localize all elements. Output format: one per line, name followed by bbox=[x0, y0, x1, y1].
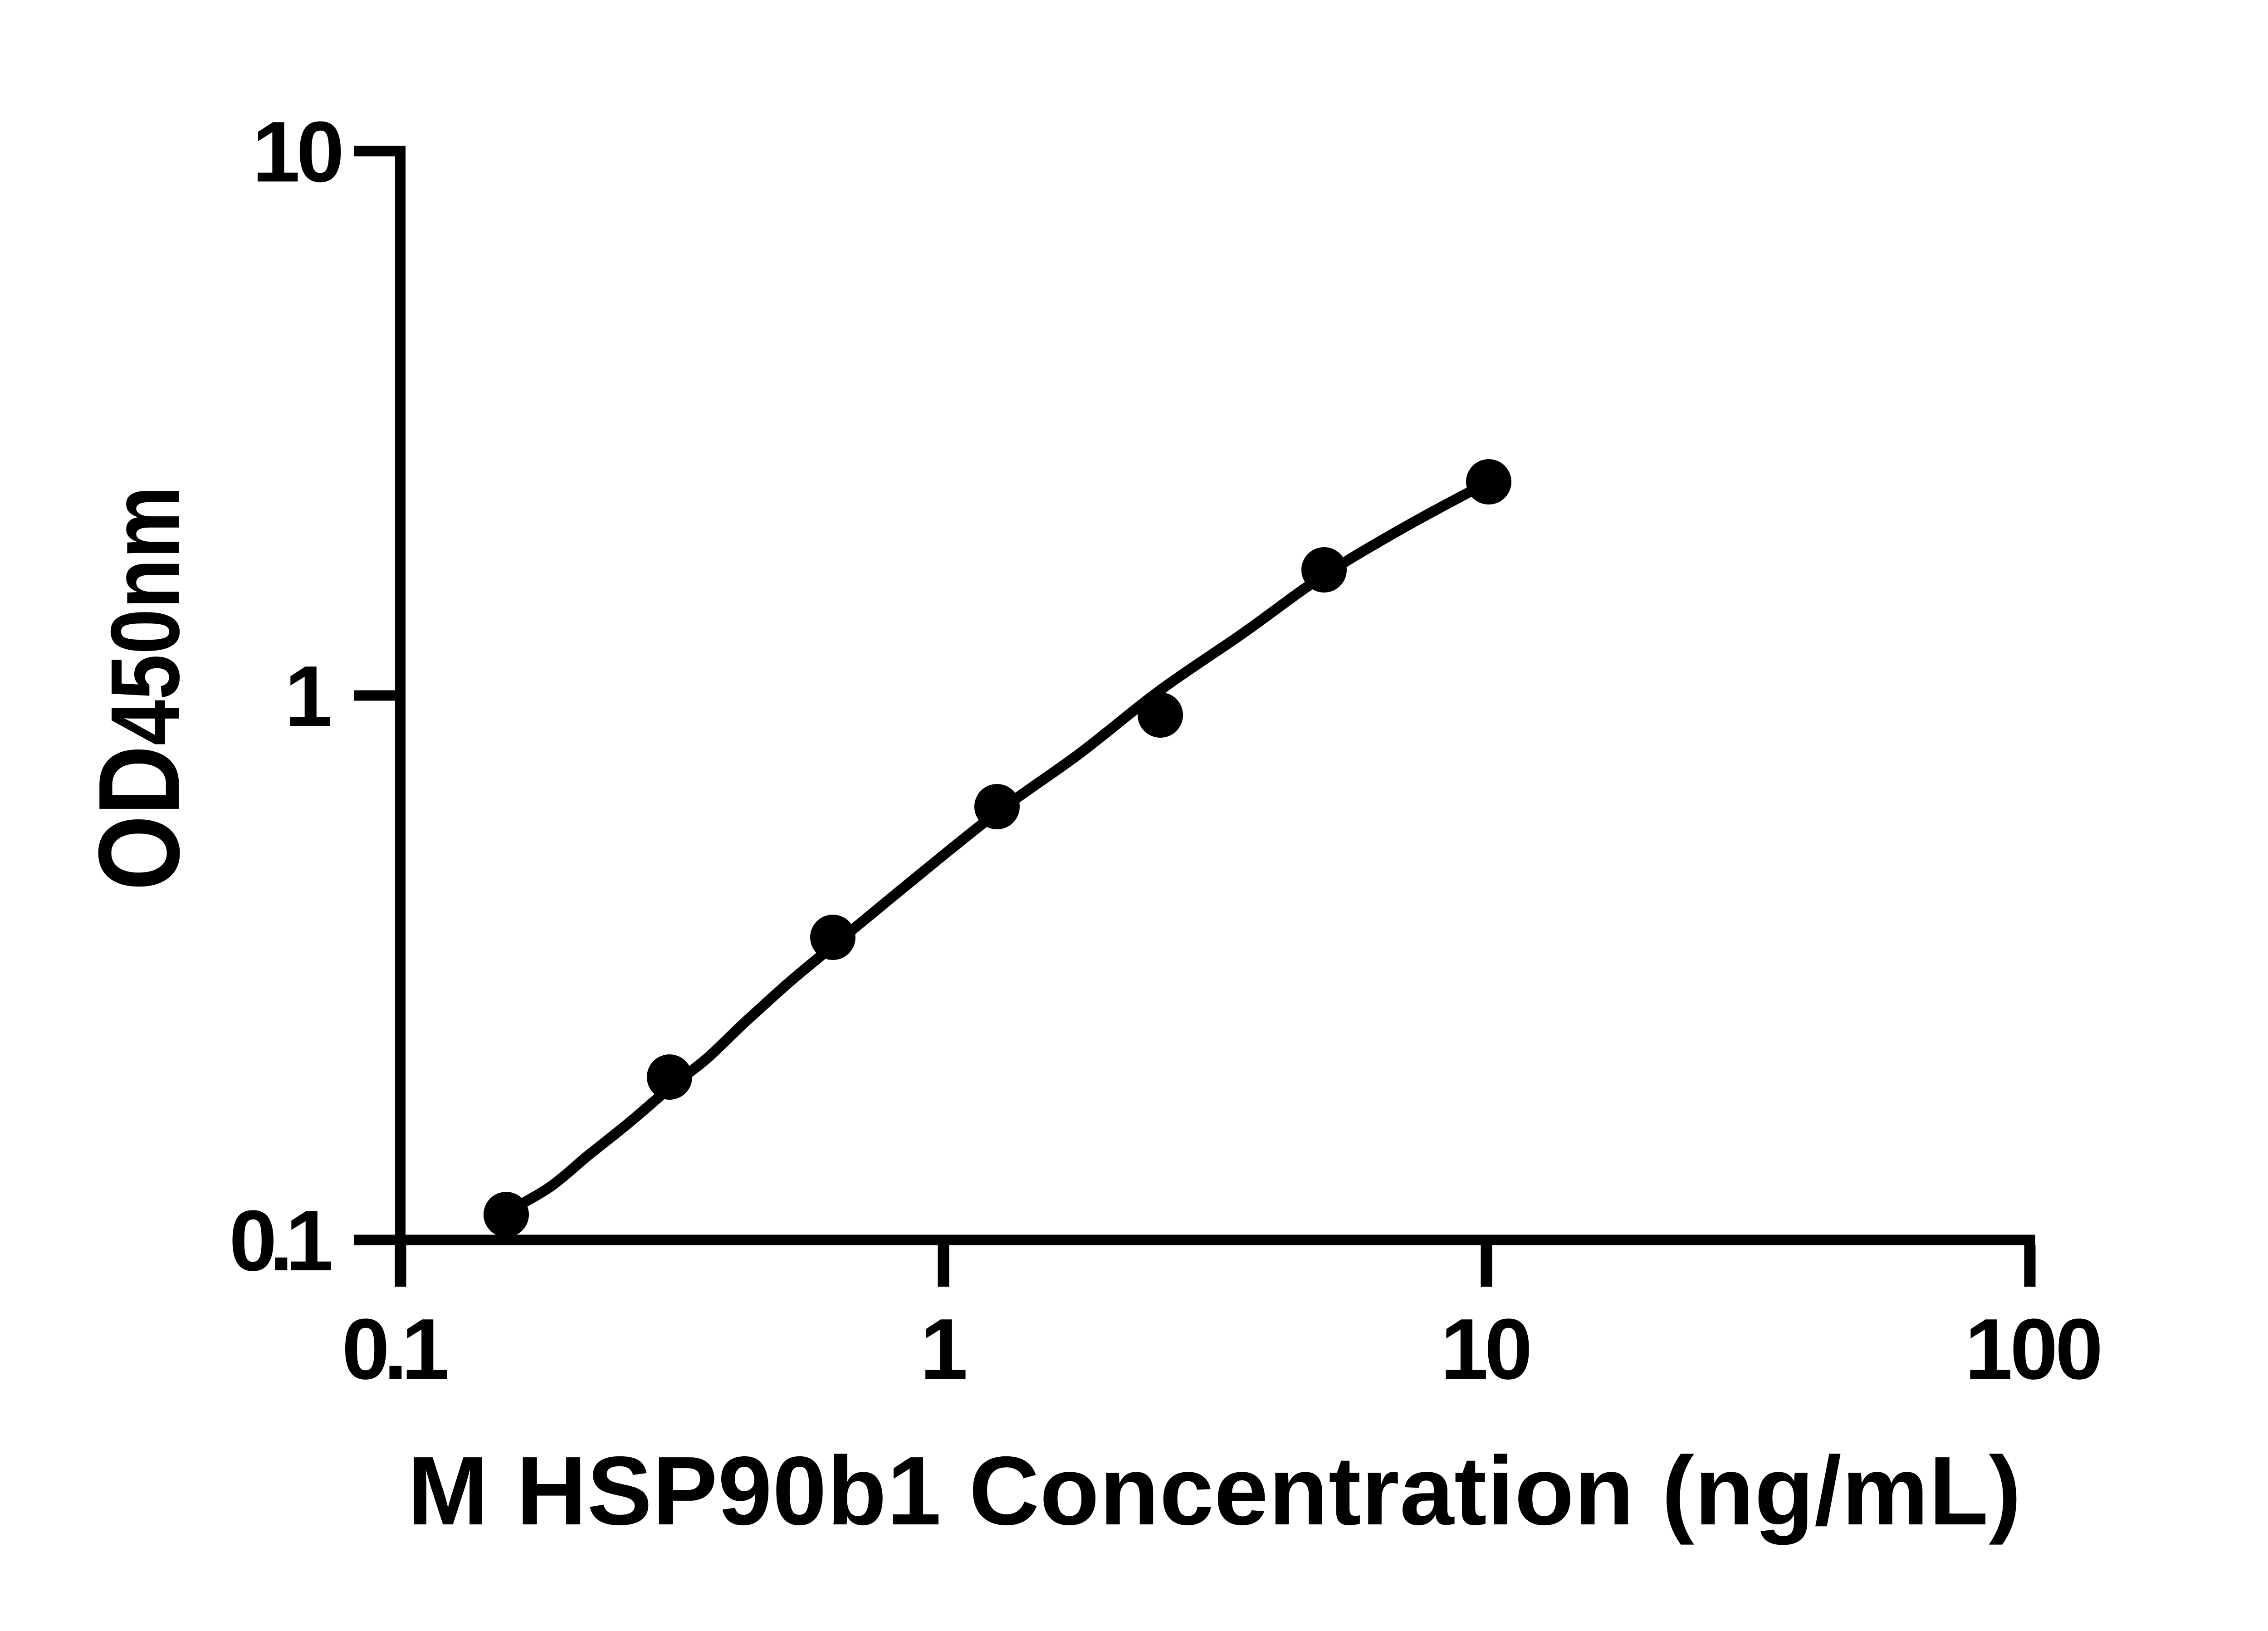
svg-text:1: 1 bbox=[920, 1301, 968, 1397]
svg-text:0.1: 0.1 bbox=[342, 1301, 450, 1397]
svg-text:10: 10 bbox=[252, 104, 344, 200]
svg-text:100: 100 bbox=[1965, 1301, 2103, 1397]
svg-text:M HSP90b1 Concentration (ng/mL: M HSP90b1 Concentration (ng/mL) bbox=[407, 1436, 2021, 1545]
svg-text:0.1: 0.1 bbox=[229, 1193, 333, 1289]
svg-text:1: 1 bbox=[284, 648, 332, 744]
svg-text:10: 10 bbox=[1441, 1301, 1533, 1397]
svg-text:OD450nm: OD450nm bbox=[74, 486, 203, 891]
